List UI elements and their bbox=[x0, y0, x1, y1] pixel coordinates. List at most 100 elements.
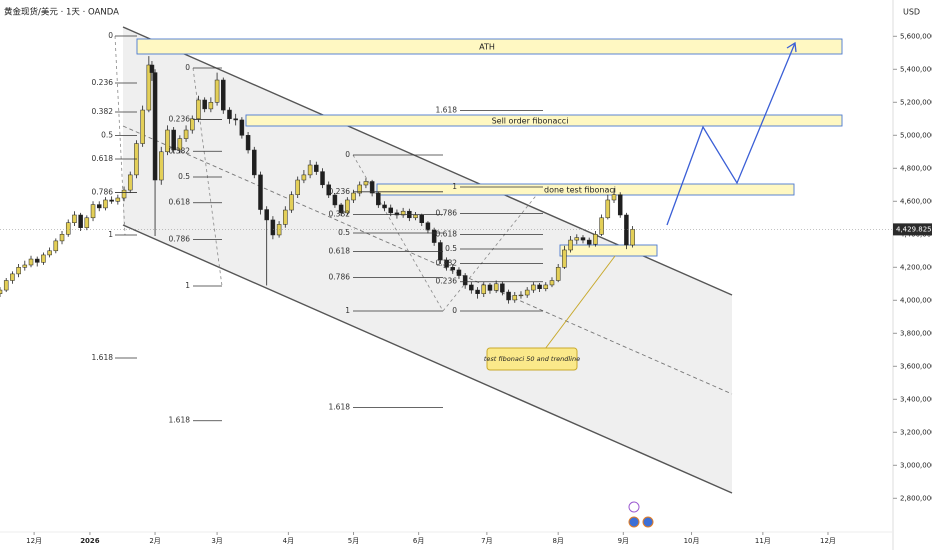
fib-label: 1 bbox=[108, 230, 113, 239]
fib-label: 1.618 bbox=[169, 416, 191, 425]
fib-label: 0.382 bbox=[329, 210, 351, 219]
candle-body bbox=[351, 192, 356, 201]
arrow-head bbox=[786, 41, 797, 53]
candle-body bbox=[475, 289, 480, 294]
y-tick-label: 4,800,000 bbox=[900, 164, 932, 172]
box-label: Sell order fibonacci bbox=[492, 117, 569, 126]
candle-body bbox=[28, 258, 34, 266]
candle-body bbox=[624, 214, 629, 246]
candle-body bbox=[413, 214, 418, 219]
fib-label: 0.618 bbox=[169, 198, 191, 207]
candle-body bbox=[103, 199, 108, 209]
candle-body bbox=[524, 289, 530, 296]
fib-label: 0 bbox=[108, 31, 113, 40]
candle-body bbox=[363, 181, 369, 186]
candle-body bbox=[568, 239, 573, 251]
candle-body bbox=[295, 179, 300, 195]
candle-body bbox=[611, 194, 617, 201]
projection-arrow bbox=[666, 42, 796, 226]
candle-body bbox=[376, 192, 381, 206]
candle-body bbox=[239, 119, 245, 136]
currency: USD bbox=[903, 8, 920, 17]
x-tick-label: 12月 bbox=[26, 537, 42, 545]
candle-body bbox=[72, 214, 77, 223]
event-icon[interactable] bbox=[628, 501, 640, 513]
candle-body bbox=[338, 204, 344, 214]
fib-label: 1 bbox=[452, 182, 457, 191]
candle-body bbox=[487, 284, 493, 291]
fib-label: 1 bbox=[345, 306, 350, 315]
candle-body bbox=[369, 181, 375, 194]
candle-body bbox=[537, 284, 542, 289]
last-price-box bbox=[893, 223, 932, 236]
y-tick-label: 3,600,000 bbox=[900, 362, 932, 370]
candle-body bbox=[258, 174, 263, 210]
fib-label: 0.382 bbox=[92, 107, 114, 116]
candle-body bbox=[233, 118, 238, 121]
fib-label: 0.236 bbox=[92, 78, 114, 87]
candle-body bbox=[16, 267, 21, 275]
candle-body bbox=[214, 79, 220, 103]
candle-body bbox=[276, 224, 282, 236]
candles bbox=[0, 56, 635, 304]
candle-body bbox=[481, 284, 487, 294]
candle-body bbox=[177, 138, 183, 151]
y-tick-label: 5,200,000 bbox=[900, 98, 932, 106]
candle-body bbox=[419, 214, 424, 223]
chart-title: 黄金现货/美元 · 1天 · OANDA bbox=[4, 7, 119, 18]
candle-body bbox=[580, 237, 586, 241]
box bbox=[376, 183, 795, 196]
fib-label: 0.618 bbox=[329, 246, 351, 255]
candle-body bbox=[388, 207, 393, 214]
candle-body bbox=[357, 184, 362, 194]
y-tick-label: 2,800,000 bbox=[900, 494, 932, 502]
x-tick-label: 5月 bbox=[348, 537, 359, 545]
candle-body bbox=[431, 229, 437, 243]
candle-body bbox=[121, 189, 127, 199]
candle-body bbox=[115, 197, 121, 202]
candle-body bbox=[307, 164, 313, 176]
y-tick-label: 5,600,000 bbox=[900, 32, 932, 40]
fib-label: 0 bbox=[185, 63, 190, 72]
fib-label: 0.618 bbox=[436, 229, 458, 238]
candle-body bbox=[196, 99, 201, 120]
candle-body bbox=[599, 217, 604, 235]
candle-body bbox=[469, 284, 474, 291]
candle-body bbox=[221, 79, 226, 111]
y-tick-label: 4,600,000 bbox=[900, 197, 932, 205]
candle-body bbox=[500, 283, 505, 293]
candle-body bbox=[53, 240, 59, 252]
event-icon[interactable] bbox=[628, 516, 640, 528]
callout-box bbox=[486, 347, 578, 371]
x-tick-label: 12月 bbox=[820, 537, 836, 545]
candle-body bbox=[332, 194, 338, 206]
fib-label: 1.618 bbox=[329, 402, 351, 411]
candle-body bbox=[283, 209, 288, 225]
fib-label: 0.5 bbox=[338, 228, 350, 237]
candle-body bbox=[3, 280, 9, 291]
fib-label: 0.786 bbox=[169, 234, 191, 243]
candle-body bbox=[605, 199, 611, 219]
candle-body bbox=[456, 269, 462, 276]
fib-label: 0.618 bbox=[92, 154, 114, 163]
fib-label: 0 bbox=[345, 150, 350, 159]
y-tick-label: 4,200,000 bbox=[900, 263, 932, 271]
fib-label: 0.236 bbox=[436, 277, 458, 286]
candle-body bbox=[90, 204, 96, 219]
candle-body bbox=[190, 118, 195, 131]
box bbox=[559, 244, 658, 257]
y-tick-label: 5,400,000 bbox=[900, 65, 932, 73]
candle-body bbox=[227, 109, 232, 120]
candle-body bbox=[506, 291, 511, 301]
candle-body bbox=[84, 217, 90, 228]
candle-body bbox=[289, 194, 294, 211]
box-label: ATH bbox=[479, 43, 495, 52]
candle-body bbox=[382, 204, 387, 209]
box bbox=[136, 38, 843, 55]
event-icon[interactable] bbox=[642, 516, 654, 528]
candle-body bbox=[171, 129, 176, 151]
candle-body bbox=[149, 64, 155, 73]
x-tick-label: 8月 bbox=[552, 537, 563, 545]
candle-body bbox=[394, 212, 400, 216]
